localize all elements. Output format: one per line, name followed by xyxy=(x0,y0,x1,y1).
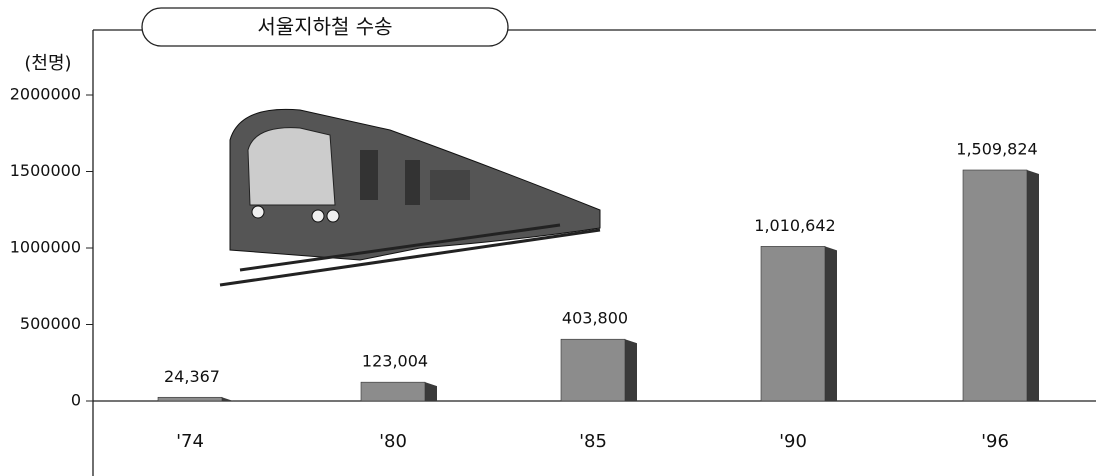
bar xyxy=(157,396,223,402)
y-axis-label: (천명) xyxy=(24,53,71,74)
plot: 0 500000 1000000 1500000 2000000 '74 24,367 '80… xyxy=(10,85,1039,452)
bar-side xyxy=(222,397,234,402)
y-tick-label: 1500000 xyxy=(10,161,81,180)
value-label: 1,509,824 xyxy=(956,139,1037,158)
frame xyxy=(92,7,1096,476)
bar xyxy=(360,381,426,402)
bar-side xyxy=(425,382,437,401)
value-label: 24,367 xyxy=(164,367,220,386)
value-label: 1,010,642 xyxy=(754,216,835,235)
title-box xyxy=(141,7,509,47)
bar-side xyxy=(1027,169,1039,401)
train-illustration xyxy=(219,108,601,287)
y-tick-label: 1000000 xyxy=(10,238,81,257)
bar xyxy=(560,338,626,402)
y-tick-label: 0 xyxy=(71,391,81,410)
value-label: 403,800 xyxy=(562,309,628,328)
bar xyxy=(760,246,826,402)
x-tick-label: '96 xyxy=(981,431,1009,452)
x-tick-label: '85 xyxy=(579,431,607,452)
bar-side xyxy=(625,339,637,401)
x-tick-label: '90 xyxy=(779,431,807,452)
chart-title: 서울지하철 수송 xyxy=(257,15,392,39)
value-label: 123,004 xyxy=(362,352,428,371)
y-tick-label: 2000000 xyxy=(10,85,81,104)
bar xyxy=(962,169,1028,402)
x-tick-label: '80 xyxy=(379,431,407,452)
y-tick-label: 500000 xyxy=(20,314,81,333)
x-tick-label: '74 xyxy=(176,431,204,452)
bar-side xyxy=(825,246,837,401)
